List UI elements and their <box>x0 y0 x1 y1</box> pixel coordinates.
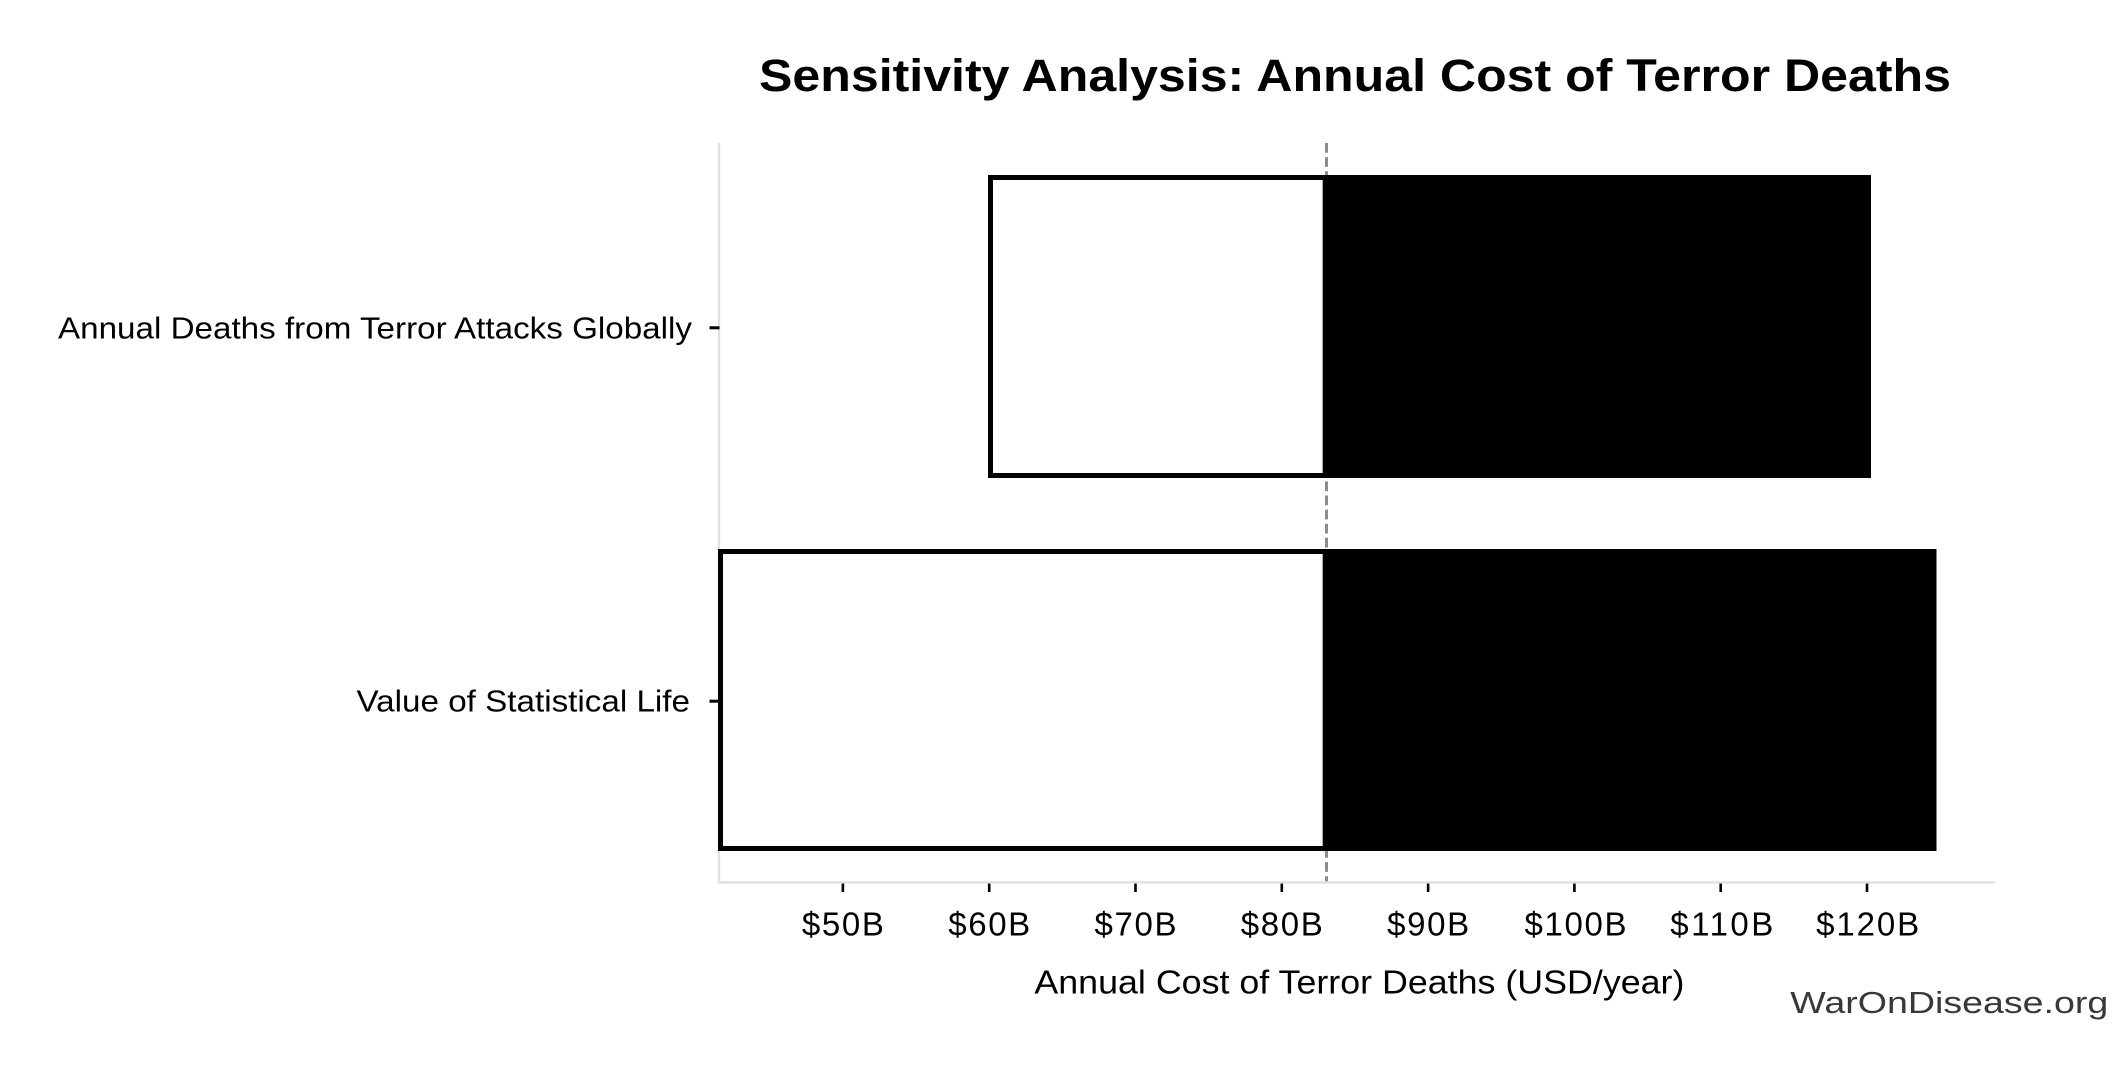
svg-text:Annual Deaths from Terror Atta: Annual Deaths from Terror Attacks Global… <box>58 312 693 346</box>
svg-text:$110B: $110B <box>1670 906 1773 943</box>
svg-text:$70B: $70B <box>1095 906 1177 943</box>
svg-text:WarOnDisease.org: WarOnDisease.org <box>1790 985 2108 1020</box>
svg-text:$60B: $60B <box>948 906 1030 943</box>
svg-text:Sensitivity Analysis: Annual C: Sensitivity Analysis: Annual Cost of Ter… <box>759 50 1951 101</box>
svg-text:$120B: $120B <box>1816 906 1919 943</box>
svg-text:$90B: $90B <box>1387 906 1469 943</box>
svg-text:Value of Statistical Life: Value of Statistical Life <box>357 685 691 719</box>
svg-text:Annual Cost of Terror Deaths (: Annual Cost of Terror Deaths (USD/year) <box>1034 965 1684 1002</box>
svg-text:$80B: $80B <box>1241 906 1323 943</box>
svg-text:$50B: $50B <box>802 906 884 943</box>
svg-text:$100B: $100B <box>1525 906 1627 943</box>
